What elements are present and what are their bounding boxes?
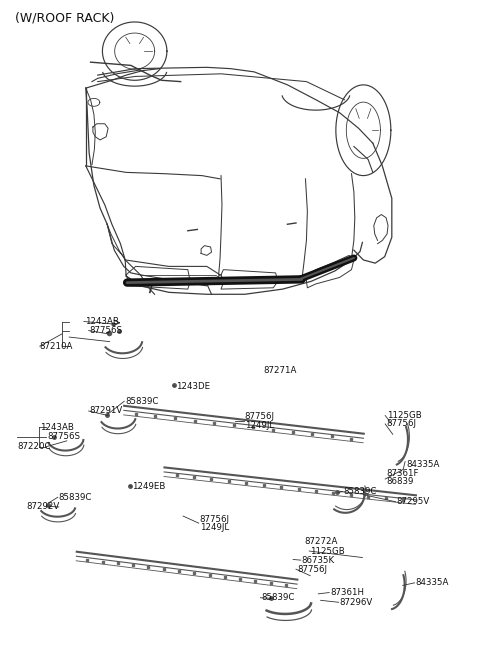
Text: 87210A: 87210A — [40, 342, 73, 351]
Text: 84335A: 84335A — [416, 579, 449, 587]
Text: 87361H: 87361H — [330, 588, 364, 597]
Text: 87295V: 87295V — [396, 497, 430, 506]
Text: 87756S: 87756S — [90, 326, 122, 335]
Text: 87756J: 87756J — [297, 565, 327, 574]
Text: 87361F: 87361F — [386, 469, 419, 478]
Text: 87272A: 87272A — [304, 537, 337, 546]
Text: 85839C: 85839C — [59, 493, 92, 502]
Text: 1125GB: 1125GB — [310, 546, 345, 556]
Text: 86839: 86839 — [386, 477, 413, 486]
Text: 1243DE: 1243DE — [176, 382, 210, 391]
Text: 87271A: 87271A — [264, 365, 297, 375]
Text: 84335A: 84335A — [406, 460, 439, 468]
Text: 87756J: 87756J — [386, 419, 416, 428]
Text: 85839C: 85839C — [125, 397, 158, 406]
Text: 87756J: 87756J — [245, 413, 275, 421]
Text: 87220C: 87220C — [17, 442, 50, 451]
Text: 86735K: 86735K — [301, 556, 335, 565]
Text: 1249JL: 1249JL — [200, 523, 229, 532]
Text: 85839C: 85839C — [343, 487, 377, 496]
Text: (W/ROOF RACK): (W/ROOF RACK) — [14, 12, 114, 24]
Text: 1125GB: 1125GB — [387, 411, 422, 420]
Text: 1243AB: 1243AB — [40, 422, 73, 432]
Text: 87292V: 87292V — [26, 502, 60, 511]
Text: 87291V: 87291V — [90, 407, 123, 415]
Text: 87756S: 87756S — [48, 432, 81, 441]
Text: 87756J: 87756J — [200, 515, 229, 523]
Text: 1243AB: 1243AB — [85, 317, 119, 326]
Text: 85839C: 85839C — [261, 593, 295, 602]
Text: 1249EB: 1249EB — [132, 482, 166, 491]
Text: 87296V: 87296V — [340, 598, 373, 607]
Text: 1249JL: 1249JL — [245, 420, 274, 430]
